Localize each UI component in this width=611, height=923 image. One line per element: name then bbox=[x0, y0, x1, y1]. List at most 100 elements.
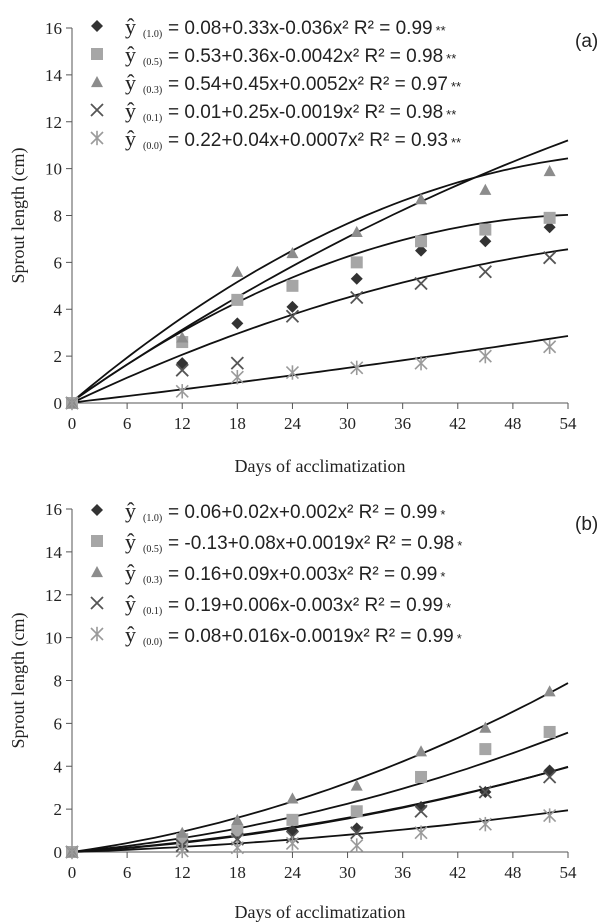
data-point-series-3-stroke bbox=[542, 770, 557, 784]
panel-label: (a) bbox=[575, 31, 598, 52]
data-point-series-0 bbox=[231, 317, 244, 330]
y-axis-title: Sprout length (cm) bbox=[8, 613, 29, 749]
y-tick-label: 10 bbox=[45, 629, 62, 648]
legend-marker-3-stroke bbox=[90, 596, 104, 610]
legend-subscript: (0.5) bbox=[143, 57, 162, 68]
legend-marker-2 bbox=[91, 76, 103, 88]
data-point-series-1 bbox=[479, 743, 492, 756]
data-point-series-4 bbox=[65, 395, 79, 411]
y-tick-label: 14 bbox=[45, 66, 63, 85]
x-tick-label: 0 bbox=[68, 414, 77, 433]
data-point-series-0 bbox=[286, 300, 299, 313]
data-point-series-1 bbox=[415, 770, 428, 783]
data-point-series-2 bbox=[350, 225, 363, 238]
x-tick-label: 42 bbox=[449, 414, 466, 433]
legend-entry-4: ŷ (0.0) = 0.22+0.04x+0.0007x² R² = 0.93 ** bbox=[90, 126, 461, 152]
data-point-series-3 bbox=[478, 265, 492, 279]
x-tick-label: 36 bbox=[394, 863, 411, 882]
y-tick-label: 2 bbox=[54, 800, 63, 819]
data-point-series-2 bbox=[231, 265, 244, 277]
legend-significance: * bbox=[446, 600, 451, 615]
series-0-points bbox=[66, 221, 556, 409]
data-point-series-2 bbox=[415, 193, 428, 205]
legend-equation: = 0.16+0.09x+0.003x² R² = 0.99 bbox=[168, 564, 437, 585]
data-point-series-4 bbox=[414, 825, 428, 840]
legend-significance: ** bbox=[446, 107, 456, 122]
legend-marker-3 bbox=[90, 103, 104, 117]
data-point-series-2 bbox=[176, 826, 189, 838]
fit-curve-series-1 bbox=[71, 731, 569, 853]
legend-yhat: ŷ bbox=[125, 70, 136, 95]
legend-significance: * bbox=[457, 631, 462, 646]
legend-entry-1: ŷ (0.5) = -0.13+0.08x+0.0019x² R² = 0.98 * bbox=[91, 529, 462, 555]
data-point-series-0 bbox=[415, 800, 428, 813]
legend-entry-0: ŷ (1.0) = 0.08+0.33x-0.036x² R² = 0.99 ** bbox=[91, 14, 446, 40]
legend-yhat: ŷ bbox=[125, 498, 136, 523]
legend-marker-1 bbox=[91, 535, 103, 547]
legend-equation: = 0.22+0.04x+0.0007x² R² = 0.93 bbox=[168, 130, 448, 151]
fit-curve-series-4 bbox=[71, 335, 569, 404]
x-tick-label: 24 bbox=[284, 863, 302, 882]
fit-curve-series-0 bbox=[71, 139, 569, 402]
data-point-series-0 bbox=[176, 357, 189, 370]
legend-equation: = 0.06+0.02x+0.002x² R² = 0.99 bbox=[168, 502, 437, 523]
legend-yhat: ŷ bbox=[125, 622, 136, 647]
data-point-series-2 bbox=[543, 685, 556, 697]
data-point-series-3 bbox=[542, 770, 557, 784]
y-tick-label: 12 bbox=[45, 113, 62, 132]
data-point-series-3 bbox=[542, 251, 557, 265]
data-point-series-3 bbox=[230, 356, 244, 370]
fit-curve-series-2 bbox=[71, 157, 569, 403]
data-point-series-1 bbox=[479, 223, 492, 236]
data-point-series-0 bbox=[543, 764, 556, 777]
x-axis-title: Days of acclimatization bbox=[235, 456, 406, 476]
data-point-series-3-stroke bbox=[478, 785, 492, 799]
data-point-series-4 bbox=[543, 339, 557, 354]
y-tick-label: 0 bbox=[54, 843, 63, 862]
data-point-series-3 bbox=[414, 276, 428, 291]
y-tick-label: 4 bbox=[54, 757, 63, 776]
legend-marker-1 bbox=[91, 48, 103, 60]
legend-equation: = 0.19+0.006x-0.003x² R² = 0.99 bbox=[168, 595, 443, 616]
data-point-series-3-stroke bbox=[542, 251, 557, 265]
series-4-points bbox=[65, 808, 557, 860]
legend-yhat: ŷ bbox=[125, 560, 136, 585]
series-4-points bbox=[65, 339, 557, 411]
legend-subscript: (0.0) bbox=[143, 141, 162, 152]
data-point-series-3 bbox=[175, 363, 189, 377]
x-tick-label: 30 bbox=[339, 414, 356, 433]
legend-entry-3: ŷ (0.1) = 0.01+0.25x-0.0019x² R² = 0.98 ** bbox=[90, 98, 456, 124]
data-point-series-4 bbox=[230, 370, 244, 385]
legend-marker-0 bbox=[91, 20, 103, 32]
data-point-series-1 bbox=[350, 805, 363, 818]
y-tick-label: 14 bbox=[45, 543, 63, 562]
data-point-series-3 bbox=[478, 785, 492, 799]
data-point-series-4 bbox=[478, 816, 492, 832]
legend-marker-0 bbox=[91, 504, 103, 516]
data-point-series-0 bbox=[415, 244, 428, 257]
x-tick-label: 18 bbox=[229, 414, 246, 433]
data-point-series-1 bbox=[286, 279, 299, 292]
series-3-points bbox=[65, 251, 557, 410]
legend-subscript: (1.0) bbox=[143, 29, 162, 40]
legend-yhat: ŷ bbox=[125, 591, 136, 616]
x-tick-label: 6 bbox=[123, 863, 132, 882]
data-point-series-3-stroke bbox=[285, 309, 300, 323]
data-point-series-3 bbox=[414, 804, 428, 818]
x-tick-label: 30 bbox=[339, 863, 356, 882]
data-point-series-1 bbox=[543, 725, 556, 738]
y-tick-label: 8 bbox=[54, 207, 63, 226]
legend-equation: = 0.01+0.25x-0.0019x² R² = 0.98 bbox=[168, 102, 443, 123]
legend-significance: ** bbox=[451, 79, 461, 94]
legend-yhat: ŷ bbox=[125, 529, 136, 554]
legend-entry-1: ŷ (0.5) = 0.53+0.36x-0.0042x² R² = 0.98 ** bbox=[91, 42, 456, 68]
data-point-series-3 bbox=[350, 826, 364, 840]
x-tick-label: 0 bbox=[68, 863, 77, 882]
y-tick-label: 10 bbox=[45, 160, 62, 179]
data-point-series-0 bbox=[543, 221, 556, 234]
data-point-series-4 bbox=[175, 384, 189, 399]
series-2-points bbox=[66, 164, 556, 409]
legend-subscript: (0.5) bbox=[143, 544, 162, 555]
data-point-series-2 bbox=[415, 745, 428, 757]
